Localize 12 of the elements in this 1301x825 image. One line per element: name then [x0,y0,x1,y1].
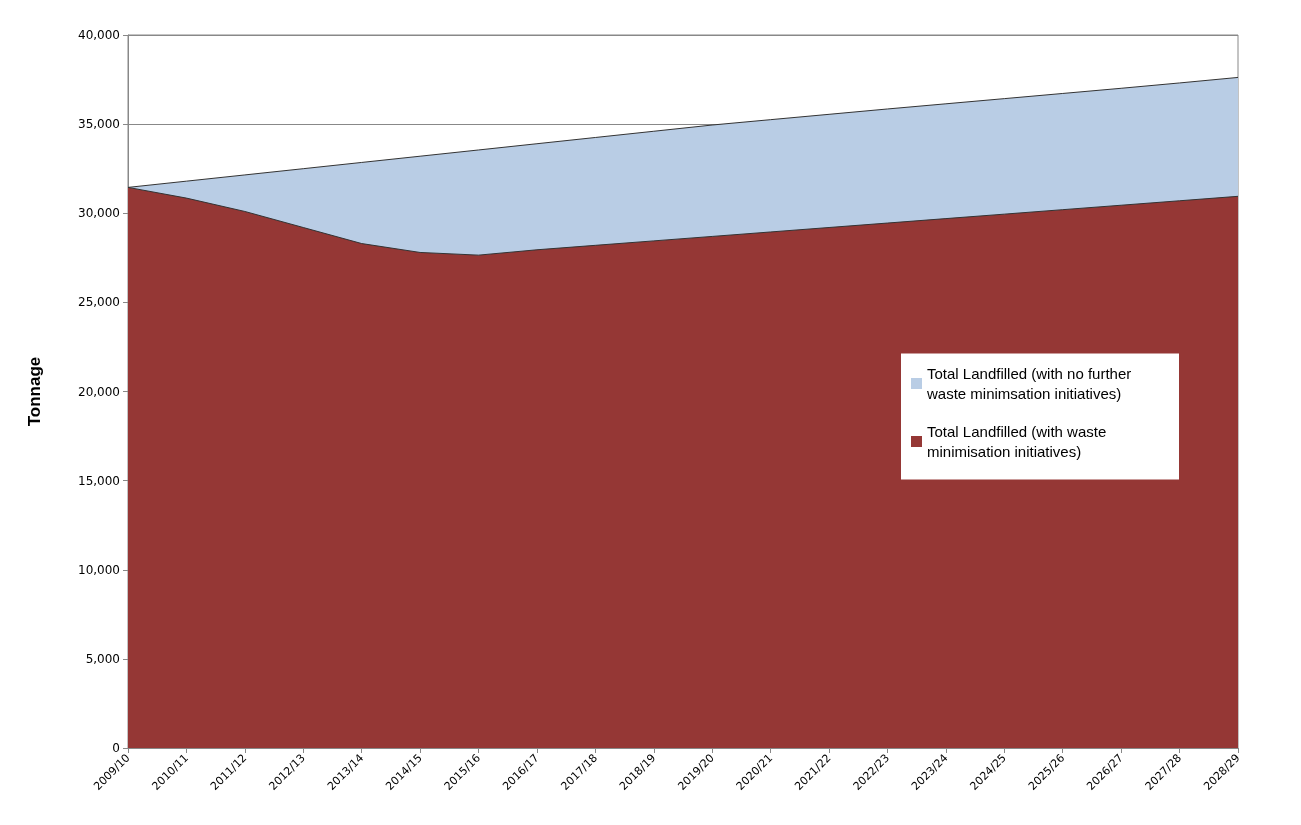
y-tick-label: 30,000 [78,206,120,221]
legend-label: Total Landfilled (with waste minimisation initiatives) [927,423,1111,460]
y-tick-label: 25,000 [78,295,120,310]
legend-label: Total Landfilled (with no further waste minimsation initiatives) [926,365,1136,402]
y-tick-label: 20,000 [78,384,120,399]
y-tick-label: 10,000 [78,562,120,577]
y-tick-label: 5,000 [85,651,120,666]
y-tick-label: 15,000 [78,473,120,488]
y-tick-label: 35,000 [78,117,120,132]
y-tick-label: 0 [112,741,120,755]
y-axis-title: Tonnage [25,356,44,427]
y-tick-label: 40,000 [78,28,120,42]
